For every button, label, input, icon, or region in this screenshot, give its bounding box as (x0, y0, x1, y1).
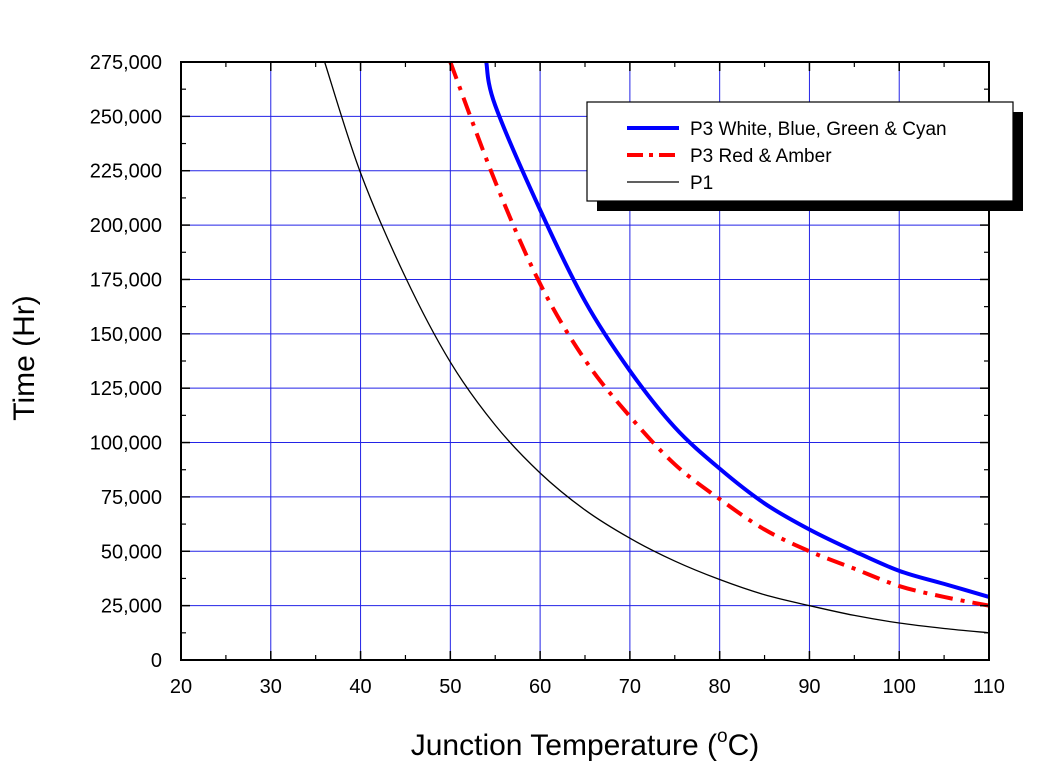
y-tick-label: 75,000 (101, 487, 162, 509)
y-tick-label: 25,000 (101, 596, 162, 618)
legend-label-3: P1 (690, 173, 713, 194)
x-axis-title-degree: o (717, 726, 728, 747)
x-tick-label: 80 (709, 676, 731, 698)
y-tick-label: 150,000 (90, 324, 162, 346)
x-tick-label: 50 (439, 676, 461, 698)
x-tick-label: 100 (883, 676, 916, 698)
y-tick-label: 225,000 (90, 161, 162, 183)
x-axis-title-unit: C) (728, 729, 760, 762)
y-tick-label: 175,000 (90, 269, 162, 291)
y-tick-label: 0 (151, 650, 162, 672)
y-tick-label: 250,000 (90, 106, 162, 128)
series-line-1 (484, 61, 990, 599)
y-tick-labels: 0 25,000 50,000 75,000 100,000 125,000 150,000… (90, 52, 162, 672)
x-tick-label: 20 (170, 676, 192, 698)
y-tick-label: 275,000 (90, 52, 162, 74)
series-line-3 (324, 61, 990, 634)
series-lines (324, 61, 990, 634)
x-tick-label: 60 (529, 676, 551, 698)
legend-label-2: P3 Red & Amber (690, 146, 832, 167)
series-line-2 (448, 61, 990, 608)
y-tick-label: 100,000 (90, 433, 162, 455)
x-tick-label: 40 (349, 676, 371, 698)
y-tick-label: 50,000 (101, 541, 162, 563)
y-tick-label: 125,000 (90, 378, 162, 400)
y-axis-title: Time (Hr) (8, 295, 41, 421)
x-tick-label: 30 (260, 676, 282, 698)
x-tick-label: 110 (973, 676, 1005, 698)
x-axis-title-text: Junction Temperature ( (411, 729, 717, 762)
y-tick-label: 200,000 (90, 215, 162, 237)
legend: P3 White, Blue, Green & Cyan P3 Red & Amb… (586, 101, 1023, 211)
legend-label-1: P3 White, Blue, Green & Cyan (690, 119, 947, 140)
x-tick-labels: 20 30 40 50 60 70 80 90 100 110 (170, 676, 1005, 698)
x-axis-title: Junction Temperature (oC) (411, 726, 760, 762)
x-tick-label: 90 (798, 676, 820, 698)
legend-box (586, 101, 1014, 202)
x-tick-label: 70 (619, 676, 641, 698)
